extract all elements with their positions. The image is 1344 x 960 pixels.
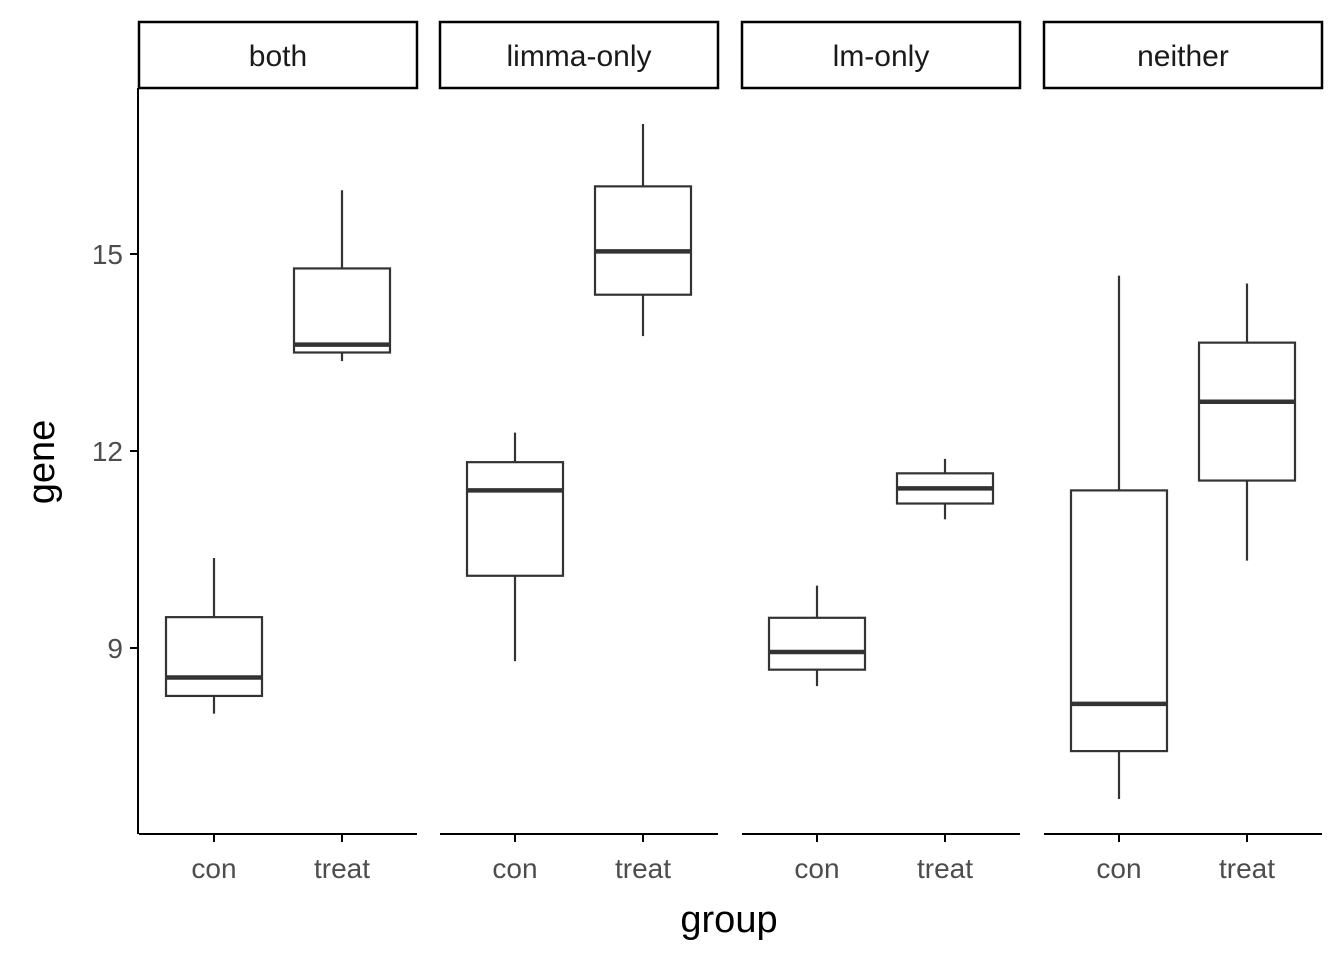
y-tick-label: 15 (92, 239, 123, 270)
x-axis-title: group (680, 899, 777, 941)
facet-strip-label: lm-only (833, 40, 930, 73)
facet-strip (137, 20, 419, 90)
x-tick-label: treat (314, 853, 370, 884)
facet-panel-limma-only: limma-only con treat (438, 20, 720, 884)
box-iqr (767, 616, 867, 671)
facet-strip-label: both (249, 40, 307, 73)
box-iqr (1069, 489, 1169, 753)
x-tick-label: con (191, 853, 236, 884)
facet-panel-both: both con treat (137, 20, 419, 884)
box-treat (593, 123, 693, 337)
facet-strip-label: neither (1137, 40, 1229, 73)
y-tick-label: 12 (92, 436, 123, 467)
y-axis: 9 12 15 (92, 88, 139, 834)
box-treat (1197, 283, 1297, 561)
box-con (164, 558, 264, 714)
x-tick-label: treat (1219, 853, 1275, 884)
box-iqr (292, 267, 392, 354)
box-con (465, 432, 565, 662)
x-tick-label: con (794, 853, 839, 884)
box-con (767, 585, 867, 687)
x-tick-label: con (1096, 853, 1141, 884)
box-iqr (465, 461, 565, 577)
box-treat (292, 190, 392, 362)
y-tick-label: 9 (107, 633, 123, 664)
x-tick-label: treat (917, 853, 973, 884)
facet-panels: both con treat limma-only con treat lm-only con… (137, 20, 1324, 884)
y-axis-title: gene (21, 420, 63, 505)
facet-strip (438, 20, 720, 90)
box-iqr (164, 616, 264, 698)
facet-strip-label: limma-only (506, 40, 651, 73)
facet-strip (740, 20, 1022, 90)
box-con (1069, 275, 1169, 800)
x-tick-label: con (492, 853, 537, 884)
x-tick-label: treat (615, 853, 671, 884)
box-treat (895, 458, 995, 520)
box-iqr (1197, 341, 1297, 482)
box-iqr (593, 185, 693, 296)
facet-panel-neither: neither con treat (1042, 20, 1324, 884)
facet-panel-lm-only: lm-only con treat (740, 20, 1022, 884)
facet-strip (1042, 20, 1324, 90)
